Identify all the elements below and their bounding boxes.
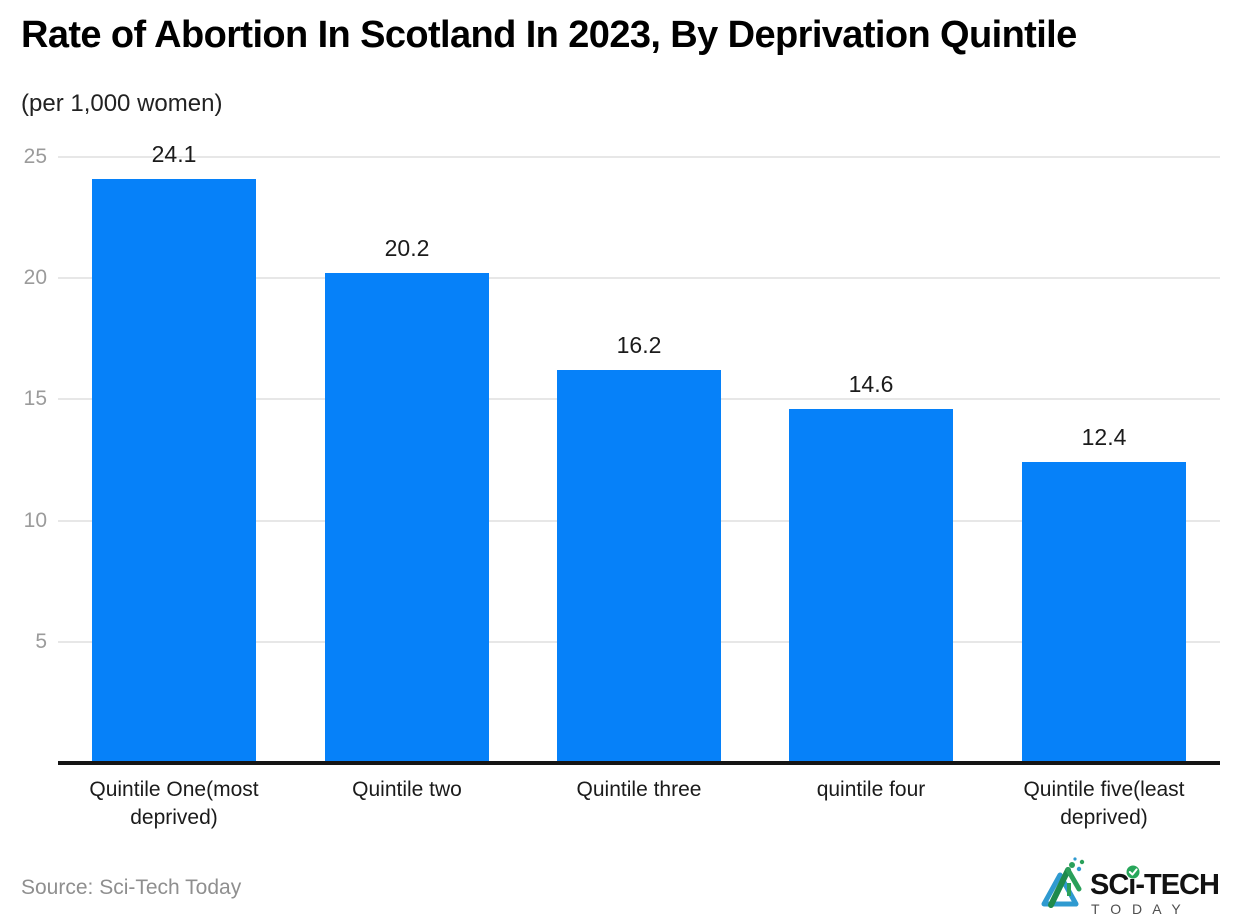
chart-subtitle: (per 1,000 women)	[21, 90, 223, 117]
bar-value-label: 16.2	[616, 332, 662, 358]
check-icon	[1128, 868, 1138, 876]
bar	[789, 409, 953, 763]
y-axis-tick-label: 10	[23, 508, 47, 532]
x-axis-category-label: Quintile One(most deprived)	[89, 778, 259, 829]
y-axis-tick-label: 20	[23, 266, 47, 289]
y-axis-tick-label: 25	[23, 144, 47, 168]
bar-value-label: 12.4	[1081, 424, 1127, 450]
bar	[557, 370, 721, 763]
x-axis-category-label: Quintile three	[576, 778, 702, 801]
logo-dot	[1076, 866, 1082, 872]
logo-dot	[1073, 857, 1077, 861]
bar-value-label: 14.6	[848, 371, 894, 397]
x-axis-category-label: Quintile five(least deprived)	[1023, 778, 1185, 829]
source-note: Source: Sci-Tech Today	[21, 876, 242, 899]
bar-value-label: 24.1	[151, 141, 197, 167]
logo-brand-text: SCi-TECH	[1090, 869, 1219, 901]
bar	[325, 273, 489, 763]
gridline	[58, 277, 1220, 279]
logo-check-dot	[1126, 865, 1140, 879]
logo-dot	[1069, 862, 1075, 868]
bar-value-label: 20.2	[384, 235, 430, 261]
x-axis-category-label: Quintile two	[352, 778, 462, 801]
logo-dot	[1079, 859, 1085, 865]
scitech-logo: SCi-TECH T O D A Y	[1041, 857, 1220, 917]
y-axis-tick-label: 5	[35, 629, 47, 653]
bar	[92, 179, 256, 763]
y-axis-tick-label: 15	[23, 387, 47, 411]
logo-peak-stroke-2	[1065, 867, 1082, 892]
x-axis-category-label: quintile four	[816, 778, 926, 801]
chart-title: Rate of Abortion In Scotland In 2023, By…	[21, 14, 1077, 56]
logo-sub-text: T O D A Y	[1091, 901, 1184, 917]
x-axis-line	[58, 761, 1220, 765]
logo-peak-stroke	[1048, 867, 1071, 908]
scitech-logo-icon	[1041, 857, 1085, 908]
gridline	[58, 155, 1220, 158]
bar	[1022, 462, 1186, 763]
